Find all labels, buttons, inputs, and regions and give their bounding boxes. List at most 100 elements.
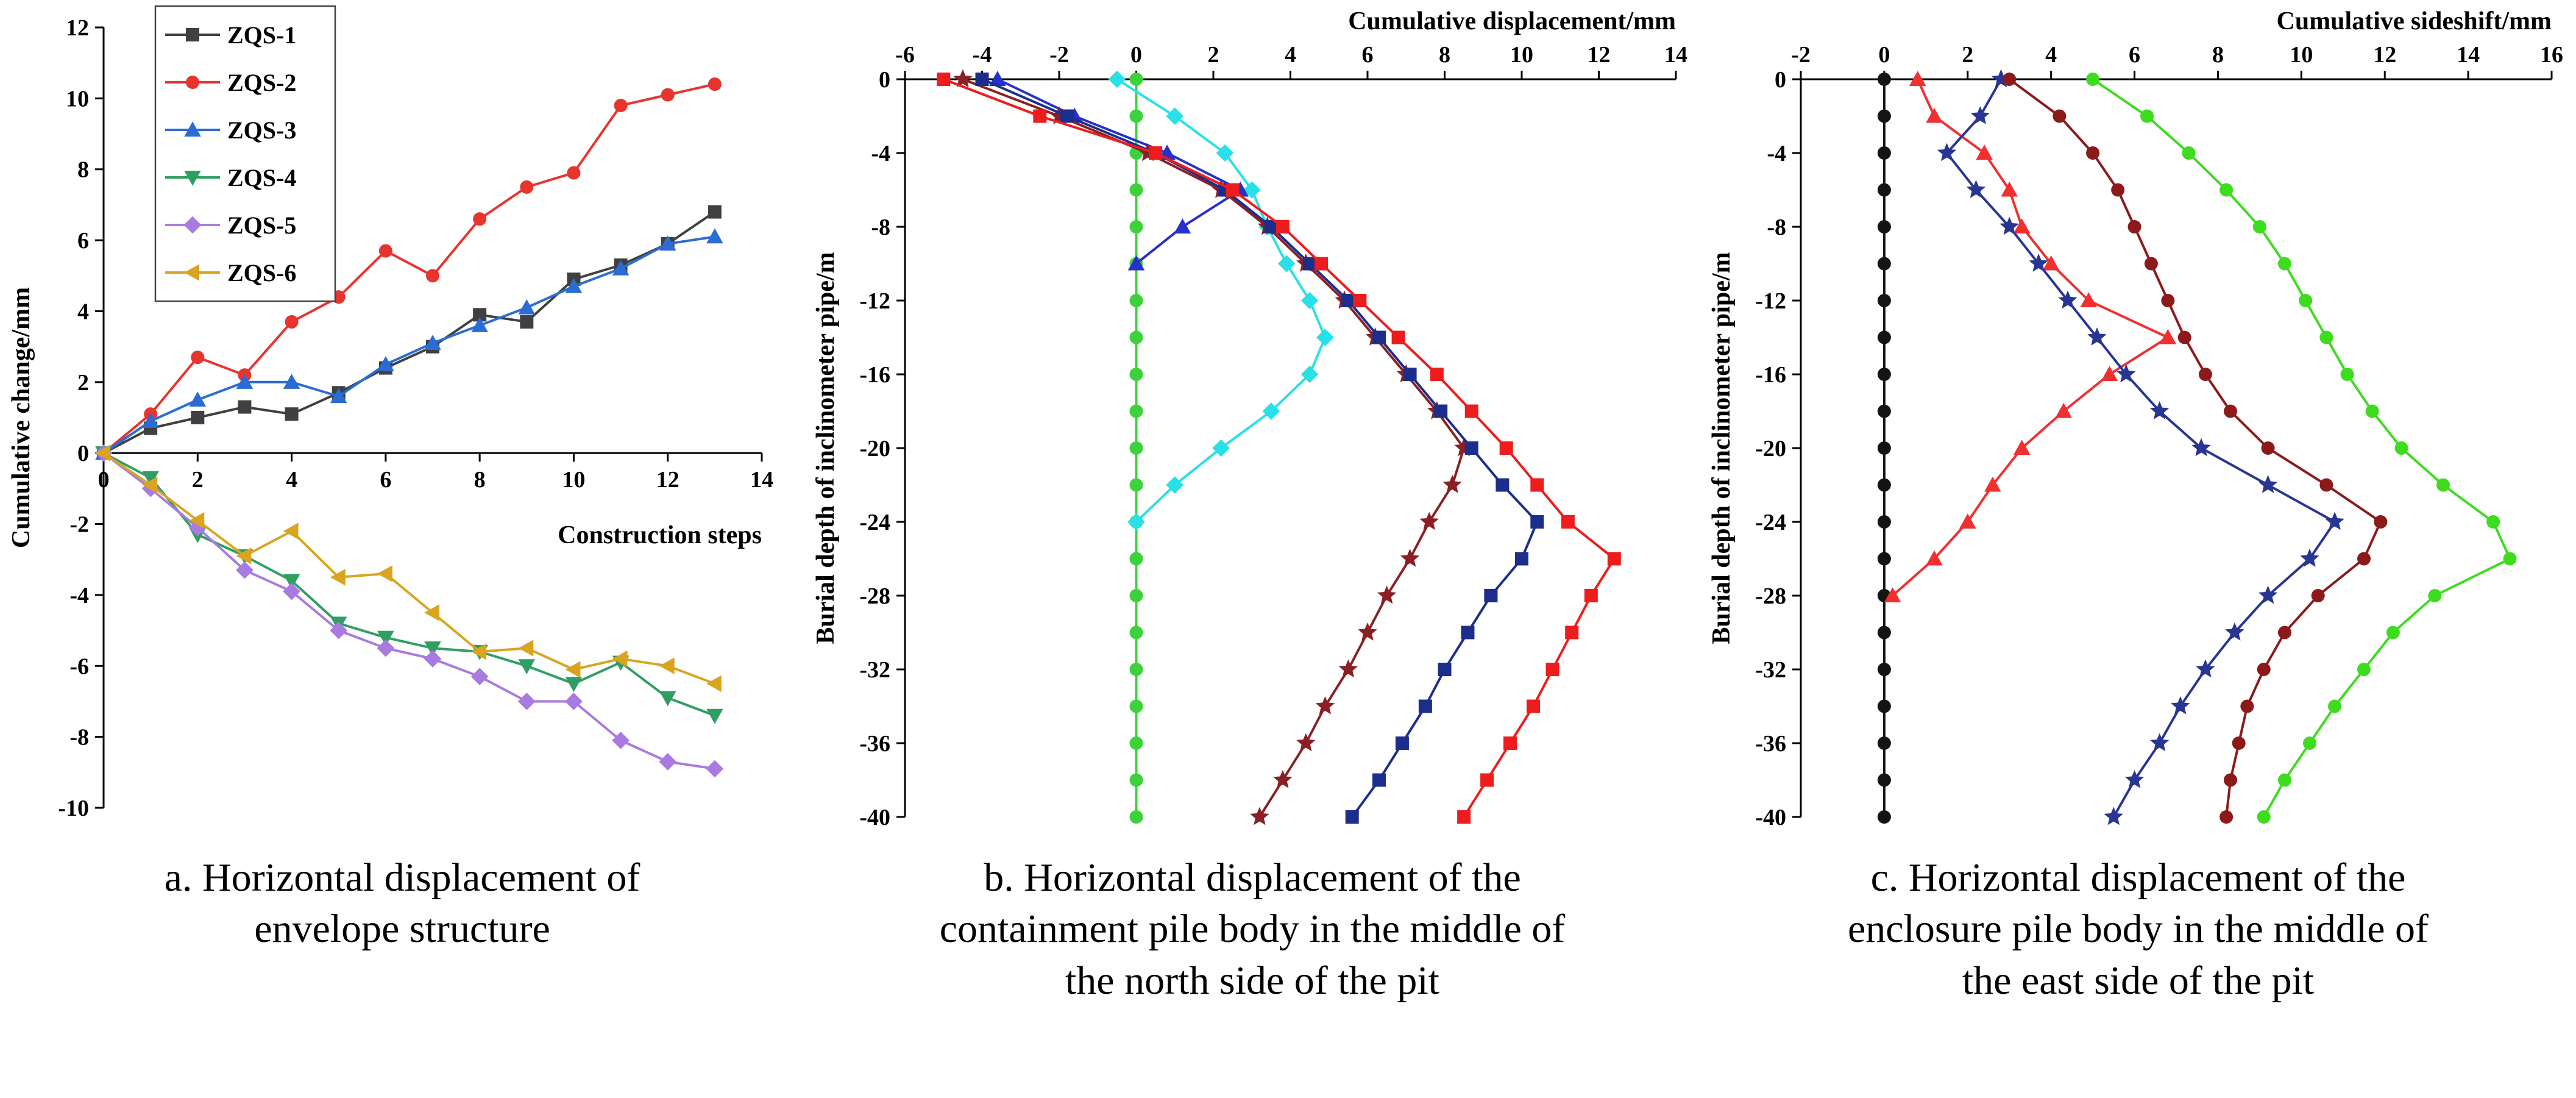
- chart-a-axis-labels: -10 -8 -6 -4 -2 0 2 4 6 8 10 12 0 2 4 6 8 10 12 14 Construct…: [7, 15, 773, 821]
- svg-text:14: 14: [750, 467, 773, 493]
- svg-text:12: 12: [656, 467, 679, 493]
- svg-text:14: 14: [2457, 42, 2480, 68]
- svg-text:0: 0: [1130, 42, 1142, 68]
- svg-text:12: 12: [1588, 42, 1611, 68]
- svg-text:-4: -4: [871, 141, 890, 166]
- svg-text:-8: -8: [69, 725, 89, 750]
- svg-text:ZQS-2: ZQS-2: [227, 69, 296, 96]
- series-green-circles: [2086, 73, 2517, 824]
- svg-text:0: 0: [1878, 42, 1890, 68]
- svg-text:Cumulative sideshift/mm: Cumulative sideshift/mm: [2277, 7, 2552, 35]
- svg-text:-4: -4: [1767, 141, 1786, 166]
- chart-c-canvas-axes: [1792, 71, 2553, 818]
- svg-text:8: 8: [474, 467, 486, 493]
- svg-text:2: 2: [77, 370, 89, 396]
- svg-text:-4: -4: [69, 583, 89, 608]
- svg-text:0: 0: [98, 467, 110, 493]
- series-black-zero-line: [1877, 73, 1891, 824]
- svg-text:10: 10: [2290, 42, 2313, 68]
- chart-a-axes: [95, 26, 763, 809]
- series-blue-triangles: [989, 71, 1249, 271]
- svg-text:4: 4: [2045, 42, 2057, 68]
- svg-text:0: 0: [1775, 67, 1786, 93]
- series-red-triangles: [1884, 71, 2177, 602]
- svg-text:-36: -36: [859, 731, 890, 757]
- svg-text:6: 6: [2129, 42, 2140, 68]
- svg-text:6: 6: [77, 228, 89, 254]
- svg-text:-16: -16: [1755, 362, 1786, 388]
- panel-a: -10 -8 -6 -4 -2 0 2 4 6 8 10 12 0 2 4 6 8 10 12 14 Construct…: [0, 0, 804, 955]
- svg-text:4: 4: [77, 299, 89, 324]
- series-red-squares: [937, 73, 1621, 824]
- svg-text:-4: -4: [973, 42, 992, 68]
- svg-text:2: 2: [1208, 42, 1219, 68]
- svg-text:8: 8: [1439, 42, 1450, 68]
- svg-text:-28: -28: [859, 583, 890, 609]
- svg-text:12: 12: [2373, 42, 2396, 68]
- svg-text:10: 10: [1510, 42, 1533, 68]
- caption-c: c. Horizontal displacement of the enclos…: [1847, 855, 2429, 1003]
- svg-text:ZQS-1: ZQS-1: [227, 21, 296, 49]
- svg-text:Cumulative displacement/mm: Cumulative displacement/mm: [1348, 7, 1676, 35]
- svg-text:-24: -24: [859, 510, 890, 535]
- chart-a-canvas: -10 -8 -6 -4 -2 0 2 4 6 8 10 12 0 2 4 6 8 10 12 14 Construct…: [7, 5, 773, 821]
- svg-text:-16: -16: [859, 362, 890, 388]
- chart-b-canvas-axes: [896, 71, 1677, 818]
- svg-text:6: 6: [380, 467, 391, 493]
- series-zqs-4: [95, 446, 723, 724]
- svg-text:Construction steps: Construction steps: [558, 521, 762, 549]
- svg-text:8: 8: [2212, 42, 2224, 68]
- svg-text:-36: -36: [1755, 731, 1786, 757]
- svg-text:ZQS-3: ZQS-3: [227, 116, 296, 144]
- svg-text:4: 4: [286, 467, 297, 493]
- series-green-zero-line: [1129, 73, 1143, 824]
- svg-text:-24: -24: [1755, 510, 1786, 535]
- svg-text:-6: -6: [895, 42, 915, 68]
- caption-b: b. Horizontal displacement of the contai…: [939, 855, 1566, 1003]
- svg-text:Burial depth of inclinometer p: Burial depth of inclinometer pipe/m: [812, 252, 840, 644]
- svg-text:-32: -32: [1755, 657, 1786, 683]
- svg-text:12: 12: [66, 15, 89, 41]
- chart-c-canvas: -2 0 2 4 6 8 10 12 14 160-4-8-12-16-20-24-28-32-3…: [1708, 7, 2563, 830]
- series-navy-stars: [1937, 69, 2344, 825]
- svg-text:-2: -2: [1791, 42, 1811, 68]
- caption-a: a. Horizontal displacement of envelope s…: [164, 855, 640, 952]
- svg-text:-2: -2: [1049, 42, 1069, 68]
- svg-text:-8: -8: [871, 215, 890, 240]
- svg-text:6: 6: [1362, 42, 1374, 68]
- svg-text:-10: -10: [58, 796, 89, 821]
- chart-a-legend: ZQS-1 ZQS-2 ZQS-3 ZQS-4 ZQS-5 ZQS-6: [154, 5, 336, 302]
- chart-b-canvas: -6 -4 -2 0 2 4 6 8 10 12 140-4-8-12-16-20-24-28-32…: [812, 7, 1687, 830]
- chart-b-canvas-axis-labels: -6 -4 -2 0 2 4 6 8 10 12 140-4-8-12-16-20-24-28-32…: [812, 7, 1687, 830]
- svg-text:2: 2: [192, 467, 204, 493]
- svg-text:10: 10: [562, 467, 585, 493]
- svg-text:-40: -40: [859, 805, 890, 830]
- svg-text:2: 2: [1962, 42, 1973, 68]
- svg-text:-28: -28: [1755, 583, 1786, 609]
- svg-text:14: 14: [1664, 42, 1687, 68]
- series-maroon-circles: [2003, 73, 2388, 824]
- svg-text:-8: -8: [1767, 215, 1786, 240]
- svg-text:-12: -12: [1755, 288, 1786, 314]
- svg-text:4: 4: [1285, 42, 1296, 68]
- svg-text:Cumulative change/mm: Cumulative change/mm: [7, 287, 35, 548]
- svg-text:0: 0: [77, 441, 89, 466]
- series-zqs-5: [94, 444, 724, 778]
- svg-text:10: 10: [66, 86, 89, 112]
- panel-c: -2 0 2 4 6 8 10 12 14 16 0 -4 -8 -12 -16 -20 -24 -28 -32 -3…: [1700, 0, 2576, 1007]
- svg-text:-20: -20: [1755, 436, 1786, 462]
- svg-text:16: 16: [2540, 42, 2563, 68]
- svg-text:-6: -6: [69, 654, 89, 679]
- svg-text:ZQS-4: ZQS-4: [227, 164, 296, 191]
- svg-text:0: 0: [879, 67, 890, 93]
- svg-text:-40: -40: [1755, 805, 1786, 830]
- chart-c-canvas-axis-labels: -2 0 2 4 6 8 10 12 14 160-4-8-12-16-20-24-28-32-3…: [1708, 7, 2563, 830]
- svg-text:-32: -32: [859, 657, 890, 683]
- series-navy-squares: [975, 73, 1544, 824]
- svg-text:-20: -20: [859, 436, 890, 462]
- svg-text:ZQS-6: ZQS-6: [227, 259, 296, 287]
- svg-text:ZQS-5: ZQS-5: [227, 212, 296, 239]
- svg-text:-12: -12: [859, 288, 890, 314]
- panel-b: -6 -4 -2 0 2 4 6 8 10 12 14 0 -4 -8 -12 -16 -20 -24 -28 -32…: [804, 0, 1700, 1007]
